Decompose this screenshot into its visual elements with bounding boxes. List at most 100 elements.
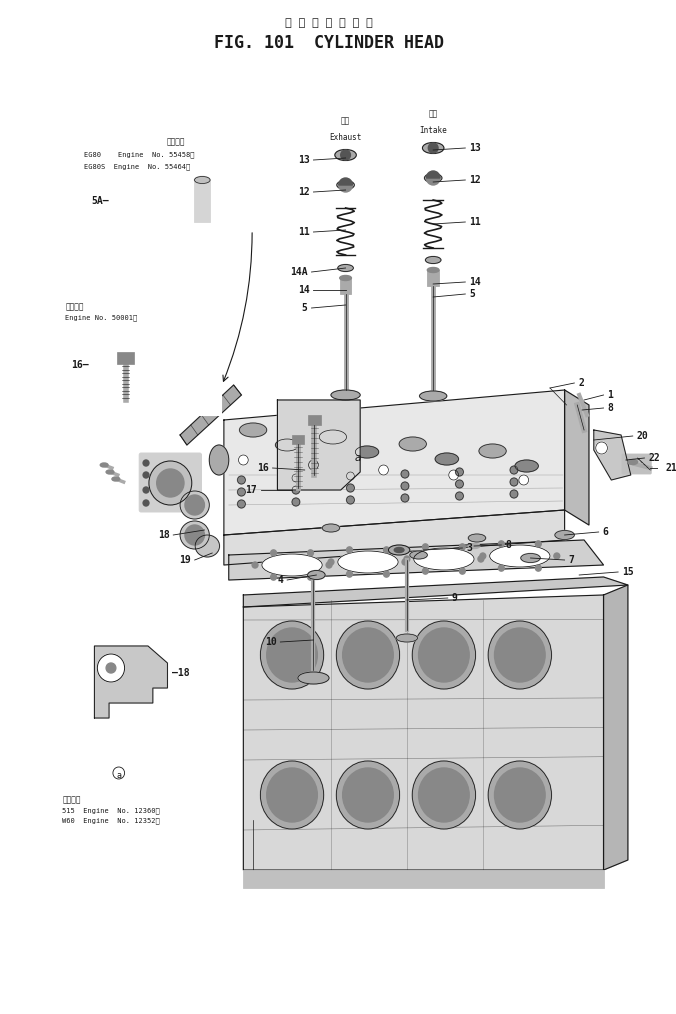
Text: 12: 12 bbox=[298, 187, 310, 197]
Circle shape bbox=[237, 488, 245, 496]
Ellipse shape bbox=[338, 265, 354, 272]
Text: 17: 17 bbox=[245, 485, 257, 495]
Text: 排気: 排気 bbox=[341, 116, 350, 125]
Ellipse shape bbox=[389, 545, 410, 555]
Text: 11: 11 bbox=[469, 217, 481, 227]
Circle shape bbox=[480, 553, 486, 559]
Bar bbox=[87, 176, 247, 226]
Circle shape bbox=[157, 469, 184, 497]
Circle shape bbox=[326, 562, 332, 568]
Ellipse shape bbox=[488, 621, 552, 689]
Circle shape bbox=[449, 470, 458, 480]
Ellipse shape bbox=[195, 176, 210, 184]
Circle shape bbox=[402, 559, 408, 565]
Circle shape bbox=[270, 550, 276, 556]
Ellipse shape bbox=[479, 444, 506, 458]
Circle shape bbox=[460, 544, 465, 550]
Ellipse shape bbox=[337, 760, 400, 829]
Text: 6: 6 bbox=[602, 527, 608, 537]
Circle shape bbox=[383, 571, 389, 577]
Ellipse shape bbox=[418, 768, 469, 822]
Circle shape bbox=[347, 472, 354, 480]
Circle shape bbox=[237, 500, 245, 508]
Ellipse shape bbox=[106, 470, 114, 474]
Circle shape bbox=[292, 498, 300, 506]
Bar bbox=[60, 618, 237, 793]
Circle shape bbox=[498, 565, 504, 571]
Ellipse shape bbox=[628, 459, 637, 464]
Circle shape bbox=[596, 442, 608, 454]
Ellipse shape bbox=[337, 180, 354, 190]
Ellipse shape bbox=[410, 551, 427, 559]
Ellipse shape bbox=[396, 634, 418, 642]
Ellipse shape bbox=[420, 391, 447, 401]
Circle shape bbox=[347, 547, 352, 553]
Ellipse shape bbox=[425, 257, 441, 264]
Text: 20: 20 bbox=[637, 431, 648, 441]
Ellipse shape bbox=[195, 535, 220, 557]
Circle shape bbox=[456, 492, 463, 500]
Wedge shape bbox=[339, 178, 352, 185]
Circle shape bbox=[429, 143, 438, 153]
Text: 18: 18 bbox=[158, 530, 170, 540]
Ellipse shape bbox=[337, 621, 400, 689]
Ellipse shape bbox=[356, 446, 379, 458]
Ellipse shape bbox=[515, 460, 538, 472]
Ellipse shape bbox=[418, 628, 469, 682]
Circle shape bbox=[143, 472, 149, 478]
Text: 14: 14 bbox=[298, 285, 310, 295]
Ellipse shape bbox=[112, 477, 120, 481]
Wedge shape bbox=[427, 178, 440, 185]
Bar bbox=[117, 352, 135, 364]
Text: 9: 9 bbox=[452, 593, 458, 603]
Circle shape bbox=[519, 475, 529, 485]
Circle shape bbox=[292, 486, 300, 494]
Circle shape bbox=[498, 540, 504, 547]
Circle shape bbox=[510, 490, 518, 498]
Ellipse shape bbox=[495, 768, 545, 822]
Text: 2: 2 bbox=[578, 378, 584, 388]
Bar bbox=[340, 278, 352, 294]
Circle shape bbox=[401, 470, 409, 478]
Ellipse shape bbox=[468, 544, 480, 549]
Circle shape bbox=[113, 767, 124, 779]
Polygon shape bbox=[243, 595, 604, 870]
Circle shape bbox=[404, 556, 410, 562]
Ellipse shape bbox=[180, 521, 210, 549]
Text: Exhaust: Exhaust bbox=[329, 133, 362, 142]
Ellipse shape bbox=[298, 672, 329, 684]
Ellipse shape bbox=[340, 276, 352, 281]
Text: 5: 5 bbox=[301, 303, 308, 313]
Circle shape bbox=[143, 460, 149, 466]
Circle shape bbox=[401, 482, 409, 490]
Text: a: a bbox=[355, 453, 362, 463]
Text: 5: 5 bbox=[469, 289, 475, 299]
Ellipse shape bbox=[495, 628, 545, 682]
Ellipse shape bbox=[338, 551, 398, 573]
Bar bbox=[427, 270, 439, 286]
Circle shape bbox=[143, 500, 149, 506]
Bar bbox=[195, 180, 210, 222]
Polygon shape bbox=[604, 585, 628, 870]
Text: W60  Engine  No. 12352～: W60 Engine No. 12352～ bbox=[62, 817, 160, 823]
Ellipse shape bbox=[262, 554, 322, 576]
Ellipse shape bbox=[343, 768, 393, 822]
Circle shape bbox=[383, 547, 389, 553]
FancyBboxPatch shape bbox=[139, 453, 201, 512]
Polygon shape bbox=[594, 430, 631, 480]
Ellipse shape bbox=[412, 760, 475, 829]
Circle shape bbox=[554, 553, 560, 559]
Ellipse shape bbox=[394, 548, 404, 553]
Circle shape bbox=[347, 571, 352, 577]
Circle shape bbox=[185, 525, 204, 545]
Circle shape bbox=[97, 654, 124, 682]
Text: 適用号機: 適用号機 bbox=[62, 795, 81, 804]
Circle shape bbox=[422, 568, 429, 574]
Text: 適用号機: 適用号機 bbox=[166, 137, 185, 146]
Text: 3: 3 bbox=[466, 544, 472, 553]
Ellipse shape bbox=[308, 571, 325, 579]
Circle shape bbox=[328, 559, 334, 565]
Text: シ リ ン ダ ヘ ッ ド: シ リ ン ダ ヘ ッ ド bbox=[285, 18, 373, 28]
Ellipse shape bbox=[422, 143, 444, 153]
Text: 11: 11 bbox=[298, 227, 310, 237]
